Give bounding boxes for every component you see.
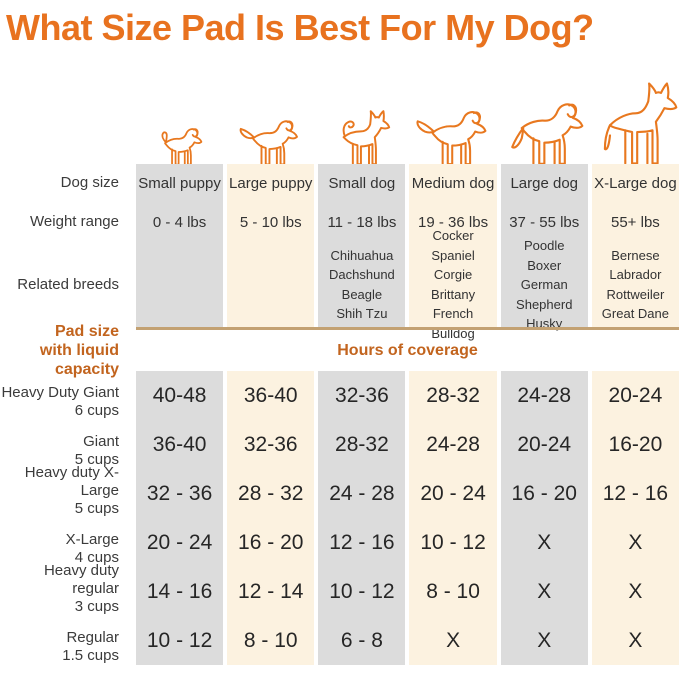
pad-capacity: 1.5 cups bbox=[62, 647, 119, 665]
dog-size-small-puppy: Small puppy bbox=[136, 164, 224, 203]
related-breeds-cell: Poodle Boxer German Shepherd Husky bbox=[500, 238, 588, 331]
hours-cell: 16-20 bbox=[591, 420, 679, 470]
row-header-pad-size: Pad size with liquid capacity bbox=[39, 323, 119, 379]
related-breeds-cell: Cocker Spaniel Corgie Brittany French Bu… bbox=[409, 228, 497, 341]
size-comparison-table: Dog size Small puppy Large puppy Small d… bbox=[0, 74, 679, 666]
hours-cell: 20-24 bbox=[591, 371, 679, 421]
pad-name: X-Large bbox=[65, 531, 119, 549]
large-dog-labrador-icon bbox=[501, 74, 588, 166]
hours-cell: X bbox=[500, 567, 588, 617]
hours-cell: 6 - 8 bbox=[318, 616, 406, 666]
section-divider-line bbox=[136, 327, 679, 331]
hours-cell: 28 - 32 bbox=[227, 469, 315, 519]
weight-range-cell: 55+ lbs bbox=[591, 202, 679, 243]
hours-cell: 14 - 16 bbox=[136, 567, 224, 617]
hours-cell: X bbox=[500, 616, 588, 666]
hours-cell: 32-36 bbox=[318, 371, 406, 421]
hours-cell: 28-32 bbox=[409, 371, 497, 421]
pad-capacity: 4 cups bbox=[74, 549, 119, 567]
hours-cell: 10 - 12 bbox=[318, 567, 406, 617]
related-breeds-cell bbox=[136, 242, 224, 328]
hours-cell: 20 - 24 bbox=[136, 518, 224, 568]
hours-cell: 32 - 36 bbox=[136, 469, 224, 519]
hours-cell: 28-32 bbox=[318, 420, 406, 470]
dog-size-small-dog: Small dog bbox=[318, 164, 406, 203]
pad-capacity: 5 cups bbox=[74, 451, 119, 469]
hours-cell: X bbox=[591, 616, 679, 666]
weight-range-cell: 5 - 10 lbs bbox=[227, 202, 315, 243]
dogs-row-spacer bbox=[0, 74, 132, 164]
hours-cell: 24 - 28 bbox=[318, 469, 406, 519]
hours-cell: 12 - 16 bbox=[591, 469, 679, 519]
pad-row-label: Giant 5 cups bbox=[0, 420, 132, 469]
hours-cell: 16 - 20 bbox=[500, 469, 588, 519]
weight-range-cell: 37 - 55 lbs bbox=[500, 202, 588, 243]
small-puppy-dog-icon bbox=[136, 74, 223, 166]
hours-cell: 16 - 20 bbox=[227, 518, 315, 568]
pad-row-label: Heavy duty regular 3 cups bbox=[0, 562, 132, 616]
related-breeds-cell bbox=[227, 242, 315, 328]
dog-size-large-puppy: Large puppy bbox=[227, 164, 315, 203]
hours-cell: 24-28 bbox=[500, 371, 588, 421]
page-title: What Size Pad Is Best For My Dog? bbox=[6, 7, 594, 48]
hours-cell: 8 - 10 bbox=[409, 567, 497, 617]
pad-name: Heavy Duty Giant bbox=[1, 384, 119, 402]
related-breeds-cell: Bernese Labrador Rottweiler Great Dane bbox=[591, 242, 679, 328]
hours-cell: 12 - 16 bbox=[318, 518, 406, 568]
pad-name: Giant bbox=[83, 433, 119, 451]
pad-capacity: 3 cups bbox=[74, 598, 119, 616]
hours-cell: 36-40 bbox=[136, 420, 224, 470]
hours-cell: X bbox=[591, 518, 679, 568]
weight-range-cell: 19 - 36 lbs bbox=[409, 202, 497, 243]
dog-size-medium-dog: Medium dog bbox=[409, 164, 497, 203]
hours-cell: 20 - 24 bbox=[409, 469, 497, 519]
dog-size-large-dog: Large dog bbox=[500, 164, 588, 203]
pad-name: Regular bbox=[66, 629, 119, 647]
hours-cell: 10 - 12 bbox=[409, 518, 497, 568]
hours-cell: 24-28 bbox=[409, 420, 497, 470]
hours-cell: 32-36 bbox=[227, 420, 315, 470]
hours-cell: X bbox=[591, 567, 679, 617]
related-breeds-cell: Chihuahua Dachshund Beagle Shih Tzu bbox=[318, 242, 406, 328]
pad-row-label: X-Large 4 cups bbox=[0, 518, 132, 567]
hours-cell: 10 - 12 bbox=[136, 616, 224, 666]
dog-size-x-large-dog: X-Large dog bbox=[591, 164, 679, 203]
pad-name: Heavy duty regular bbox=[43, 562, 119, 598]
hours-cell: 36-40 bbox=[227, 371, 315, 421]
pad-row-label: Heavy Duty Giant 6 cups bbox=[0, 371, 132, 420]
large-puppy-dog-icon bbox=[227, 74, 314, 166]
x-large-dog-great-dane-icon bbox=[592, 74, 679, 165]
hours-of-coverage-header: Hours of coverage bbox=[337, 341, 478, 359]
medium-dog-spaniel-icon bbox=[409, 74, 496, 166]
hours-cell: X bbox=[500, 518, 588, 568]
pad-name: Heavy duty X-Large bbox=[24, 464, 119, 500]
row-header-related-breeds: Related breeds bbox=[17, 275, 119, 293]
hours-cell: X bbox=[409, 616, 497, 666]
weight-range-cell: 11 - 18 lbs bbox=[318, 202, 406, 243]
pad-row-label: Regular 1.5 cups bbox=[0, 616, 132, 665]
hours-cell: 20-24 bbox=[500, 420, 588, 470]
hours-cell: 12 - 14 bbox=[227, 567, 315, 617]
small-dog-chihuahua-icon bbox=[318, 74, 405, 166]
hours-cell: 8 - 10 bbox=[227, 616, 315, 666]
weight-range-cell: 0 - 4 lbs bbox=[136, 202, 224, 243]
row-header-dog-size: Dog size bbox=[60, 174, 119, 192]
row-header-weight-range: Weight range bbox=[30, 213, 119, 231]
pad-capacity: 5 cups bbox=[74, 500, 119, 518]
pad-capacity: 6 cups bbox=[74, 402, 119, 420]
pad-row-label: Heavy duty X-Large 5 cups bbox=[0, 464, 132, 518]
hours-cell: 40-48 bbox=[136, 371, 224, 421]
